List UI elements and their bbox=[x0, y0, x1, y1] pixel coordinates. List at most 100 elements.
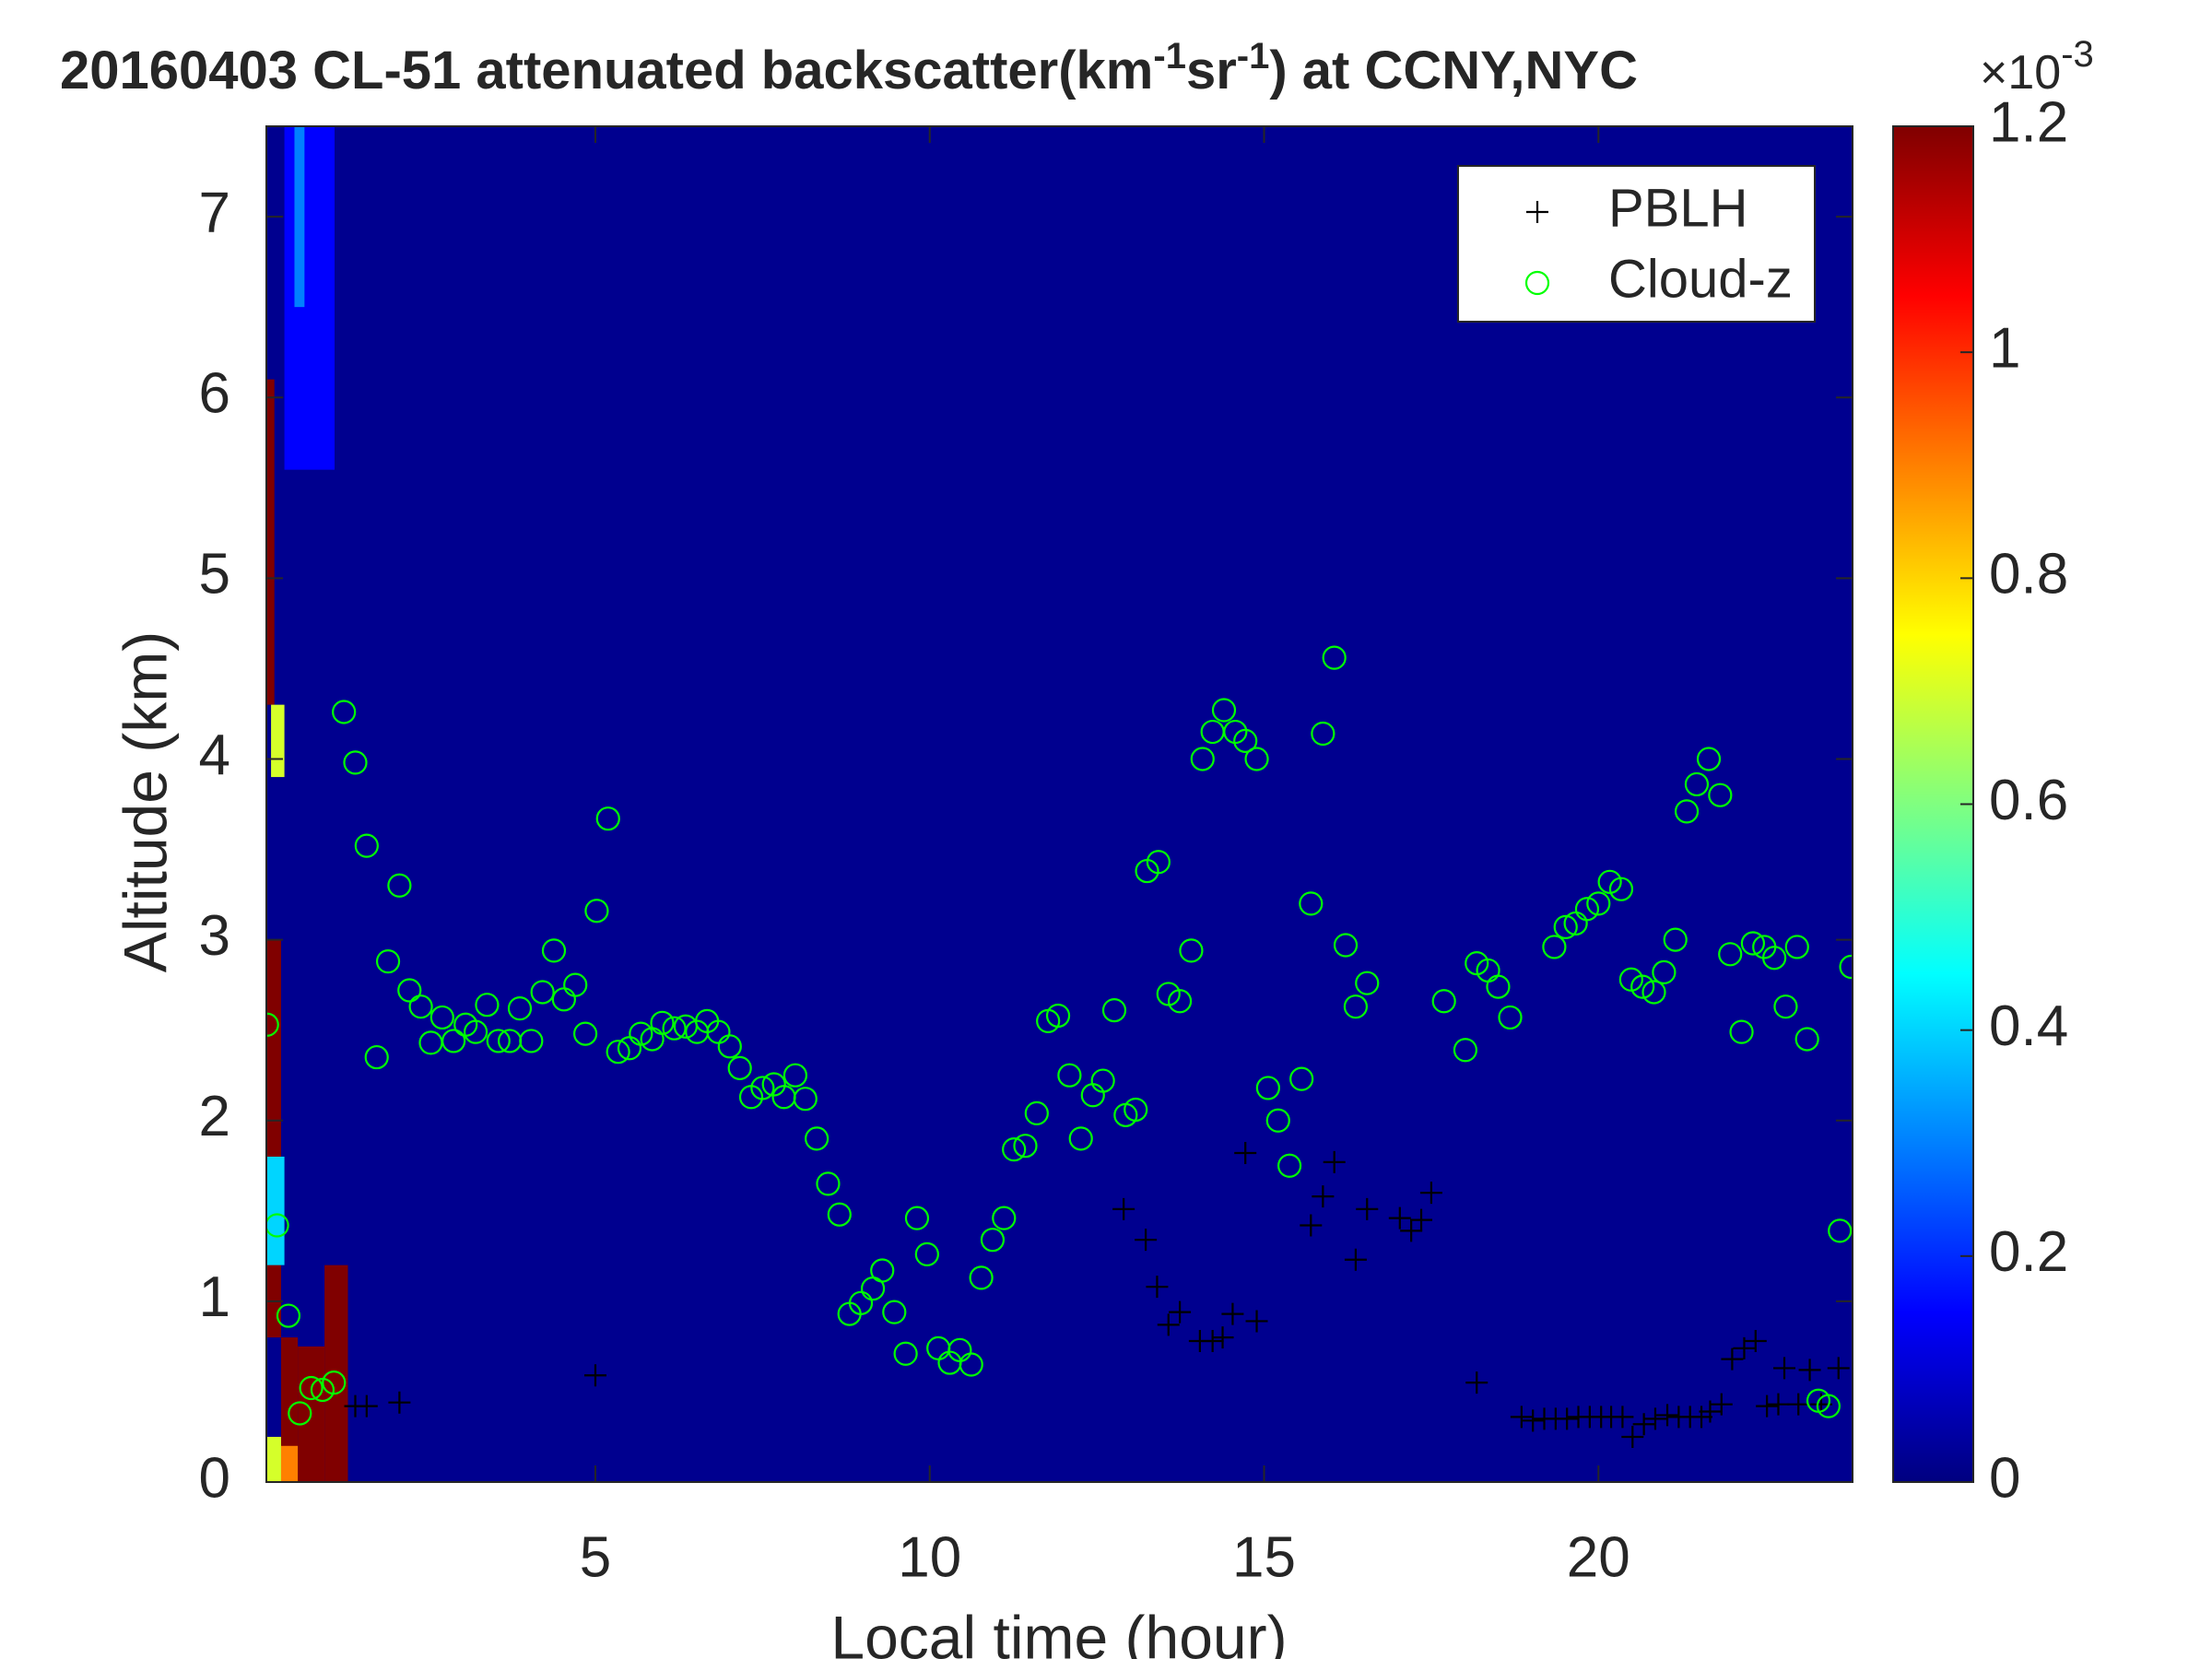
cloud-marker bbox=[584, 899, 609, 924]
y-axis-label: Altitude (km) bbox=[111, 631, 179, 972]
plot-frame bbox=[265, 125, 1853, 1483]
cloud-marker bbox=[882, 1300, 907, 1324]
cloud-marker bbox=[375, 949, 401, 974]
y-tick-label: 7 bbox=[199, 181, 230, 244]
heatmap-cell bbox=[266, 379, 275, 705]
cloud-marker bbox=[266, 1213, 289, 1238]
cloud-marker bbox=[322, 1371, 347, 1395]
cloud-marker bbox=[1828, 1218, 1853, 1243]
pblh-marker bbox=[1135, 1229, 1158, 1252]
cloud-marker bbox=[1299, 891, 1324, 916]
heatmap-cell bbox=[280, 1445, 299, 1482]
cloud-marker bbox=[541, 938, 567, 963]
pblh-marker bbox=[1733, 1336, 1756, 1359]
cloud-marker bbox=[1068, 1126, 1093, 1151]
legend-label: PBLH bbox=[1608, 178, 1748, 238]
y-tick-label: 0 bbox=[199, 1446, 230, 1510]
title-superscript: -1 bbox=[1237, 36, 1270, 76]
cloud-marker bbox=[662, 1016, 687, 1041]
cloud-marker bbox=[1343, 994, 1369, 1019]
cloud-marker bbox=[827, 1202, 852, 1227]
cloud-marker bbox=[1524, 270, 1550, 296]
cloud-marker bbox=[870, 1258, 895, 1283]
cloud-marker bbox=[1586, 891, 1611, 916]
pblh-marker bbox=[355, 1394, 378, 1418]
cloud-marker bbox=[1663, 927, 1688, 952]
cloud-marker bbox=[893, 1341, 918, 1366]
pblh-marker bbox=[1510, 1406, 1533, 1429]
cloud-marker bbox=[750, 1076, 775, 1100]
cloud-marker bbox=[1233, 728, 1258, 753]
cloud-marker bbox=[332, 700, 357, 724]
title-text: sr bbox=[1186, 41, 1237, 100]
y-tick-label: 2 bbox=[199, 1085, 230, 1148]
cloud-marker bbox=[1333, 933, 1359, 958]
cloud-marker bbox=[992, 1206, 1017, 1230]
chart-title: 20160403 CL-51 attenuated backscatter(km… bbox=[60, 36, 1638, 100]
cloud-marker bbox=[364, 1044, 389, 1070]
cloud-marker bbox=[1839, 954, 1853, 980]
cloud-marker bbox=[343, 750, 368, 775]
pblh-marker bbox=[1300, 1214, 1323, 1237]
pblh-marker bbox=[1312, 1185, 1335, 1208]
cloud-marker bbox=[727, 1055, 752, 1080]
pblh-marker bbox=[1772, 1357, 1795, 1380]
pblh-marker bbox=[1112, 1197, 1135, 1220]
pblh-marker bbox=[1157, 1313, 1180, 1336]
legend-box bbox=[1457, 165, 1816, 323]
cloud-marker bbox=[1708, 782, 1733, 807]
pblh-marker bbox=[1756, 1394, 1779, 1418]
cloud-marker bbox=[354, 833, 379, 858]
cloud-marker bbox=[463, 1019, 488, 1044]
pblh-marker bbox=[1656, 1404, 1679, 1427]
pblh-marker bbox=[1344, 1248, 1367, 1271]
colorbar-tick-label: 0.6 bbox=[1989, 769, 2068, 832]
pblh-marker bbox=[1410, 1208, 1433, 1231]
multiplier: ×10 bbox=[1980, 46, 2061, 100]
cloud-marker bbox=[1784, 935, 1809, 959]
pblh-marker bbox=[1556, 1407, 1579, 1430]
cloud-marker bbox=[1773, 994, 1798, 1019]
pblh-marker bbox=[1798, 1359, 1821, 1382]
pblh-marker bbox=[388, 1391, 411, 1414]
legend: PBLH Cloud-z bbox=[1457, 165, 1816, 323]
cloud-marker bbox=[1762, 946, 1787, 971]
x-tick-label: 5 bbox=[580, 1525, 611, 1589]
pblh-marker bbox=[1245, 1310, 1268, 1333]
cloud-marker bbox=[1674, 799, 1700, 824]
cloud-marker bbox=[507, 996, 533, 1021]
cloud-marker bbox=[387, 873, 412, 898]
cloud-marker bbox=[1718, 942, 1743, 967]
pblh-marker bbox=[1710, 1393, 1733, 1416]
colorbar-tick-label: 0.8 bbox=[1989, 543, 2068, 606]
pblh-marker bbox=[1632, 1413, 1655, 1436]
cloud-marker bbox=[1498, 1005, 1523, 1030]
cloud-marker bbox=[1057, 1063, 1082, 1088]
cloud-marker bbox=[276, 1303, 301, 1328]
colorbar-tick-label: 1 bbox=[1989, 317, 2020, 381]
pblh-marker bbox=[1234, 1142, 1257, 1165]
pblh-marker bbox=[1744, 1330, 1767, 1353]
heatmap-cell bbox=[271, 704, 285, 778]
pblh-marker bbox=[1721, 1347, 1744, 1371]
pblh-marker bbox=[1827, 1357, 1850, 1380]
pblh-marker bbox=[1526, 201, 1548, 223]
cloud-marker bbox=[629, 1021, 653, 1046]
cloud-marker bbox=[1729, 1019, 1754, 1044]
cloud-marker bbox=[1190, 747, 1215, 771]
cloud-marker bbox=[1794, 1027, 1819, 1052]
heatmap-cell bbox=[266, 939, 281, 1338]
cloud-marker bbox=[1740, 931, 1765, 956]
heatmap-cell bbox=[266, 1436, 281, 1482]
cloud-marker bbox=[1553, 914, 1578, 939]
cloud-marker bbox=[650, 1010, 675, 1035]
cloud-marker bbox=[408, 994, 433, 1019]
cloud-marker bbox=[1542, 935, 1567, 959]
pblh-marker bbox=[1201, 1330, 1224, 1353]
cloud-marker bbox=[1179, 938, 1204, 963]
cloud-marker bbox=[914, 1241, 939, 1266]
cloud-marker bbox=[299, 1375, 324, 1401]
cloud-marker bbox=[441, 1029, 466, 1053]
pblh-marker bbox=[1146, 1276, 1169, 1299]
title-text: 20160403 CL-51 attenuated backscatter(km bbox=[60, 41, 1153, 100]
